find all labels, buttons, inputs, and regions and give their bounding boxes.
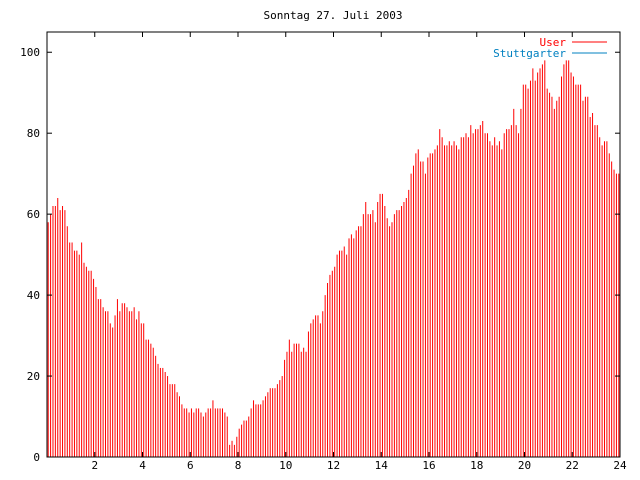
x-tick-label: 4 <box>139 459 146 472</box>
x-tick-label: 22 <box>566 459 579 472</box>
chart-title: Sonntag 27. Juli 2003 <box>263 9 402 22</box>
legend-label-user: User <box>540 36 567 49</box>
x-tick-label: 12 <box>327 459 340 472</box>
y-tick-label: 20 <box>27 370 40 383</box>
x-tick-label: 2 <box>91 459 98 472</box>
x-tick-label: 8 <box>235 459 242 472</box>
y-tick-label: 40 <box>27 289 40 302</box>
bars-layer <box>47 60 620 457</box>
legend-label-stuttgarter: Stuttgarter <box>493 47 566 60</box>
x-tick-label: 20 <box>518 459 531 472</box>
x-tick-label: 10 <box>279 459 292 472</box>
legend: User Stuttgarter <box>493 36 607 60</box>
y-tick-label: 0 <box>33 451 40 464</box>
x-tick-label: 16 <box>422 459 435 472</box>
y-tick-label: 60 <box>27 208 40 221</box>
x-tick-label: 14 <box>375 459 389 472</box>
y-tick-label: 100 <box>20 46 40 59</box>
y-tick-label: 80 <box>27 127 40 140</box>
x-tick-label: 18 <box>470 459 483 472</box>
x-tick-label: 24 <box>613 459 627 472</box>
x-tick-label: 6 <box>187 459 194 472</box>
